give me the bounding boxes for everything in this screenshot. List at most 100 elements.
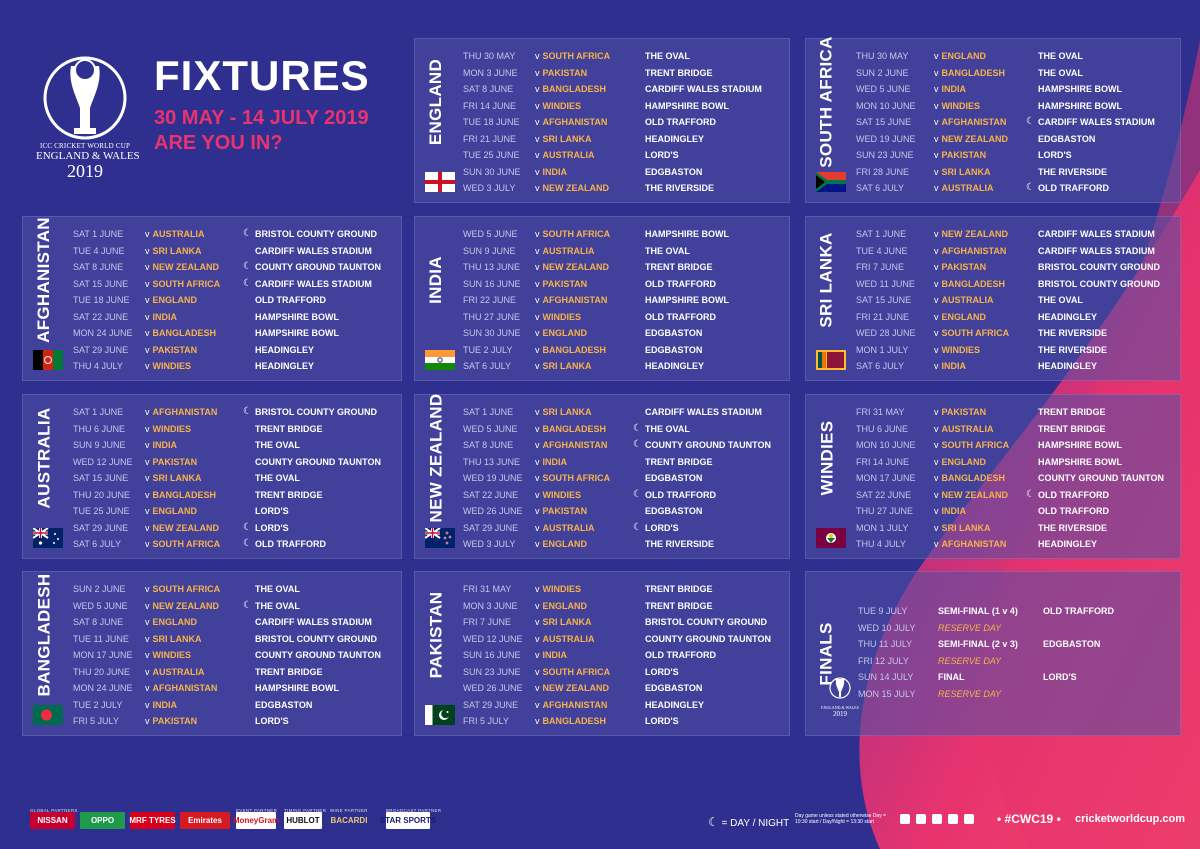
- fixture-date: MON 1 JULY: [856, 522, 909, 533]
- fixture-opponent: v SRI LANKA: [145, 245, 202, 256]
- fixture-venue: OLD TRAFFORD: [1038, 489, 1109, 500]
- fixture-row: SAT 22 JUNE v WINDIES ☾ OLD TRAFFORD: [415, 489, 789, 507]
- opponent-name: ENGLAND: [941, 456, 987, 467]
- fixture-date: TUE 25 JUNE: [73, 506, 130, 516]
- fixture-row: SUN 9 JUNE v INDIA THE OVAL: [23, 440, 401, 457]
- partner-logo: STAR SPORTS: [380, 812, 436, 829]
- opponent-name: SOUTH AFRICA: [152, 278, 221, 289]
- partner-logo: HUBLOT: [284, 812, 322, 829]
- fixture-date: THU 6 JUNE: [73, 423, 126, 434]
- fixture-row: TUE 25 JUNE v ENGLAND LORD'S: [23, 506, 401, 523]
- fixture-venue: CARDIFF WALES STADIUM: [255, 245, 372, 256]
- instagram-icon[interactable]: [948, 814, 958, 824]
- opponent-name: SOUTH AFRICA: [941, 328, 1010, 338]
- fixture-opponent: v PAKISTAN: [934, 262, 987, 272]
- fixture-venue: OLD TRAFFORD: [645, 117, 716, 127]
- fixture-date: SUN 9 JUNE: [73, 440, 126, 450]
- fixture-row: MON 3 JUNE v ENGLAND TRENT BRIDGE: [415, 601, 789, 618]
- opponent-name: AFGHANISTAN: [152, 683, 218, 693]
- moon-icon: ☾: [633, 422, 642, 434]
- fixture-date: SAT 6 JULY: [463, 361, 512, 371]
- fixture-opponent: v AUSTRALIA: [934, 423, 994, 434]
- fixture-venue: THE OVAL: [255, 584, 300, 594]
- fixture-venue: CARDIFF WALES STADIUM: [645, 84, 762, 94]
- opponent-name: BANGLADESH: [542, 84, 607, 94]
- finals-row: WED 10 JULY RESERVE DAY: [806, 623, 1180, 640]
- fixture-venue: COUNTY GROUND TAUNTON: [645, 633, 771, 644]
- fixture-date: MON 3 JUNE: [463, 67, 518, 78]
- fixture-opponent: v ENGLAND: [934, 311, 986, 322]
- youtube-icon[interactable]: [932, 814, 942, 824]
- opponent-name: SOUTH AFRICA: [152, 584, 221, 594]
- twitter-icon[interactable]: [916, 814, 926, 824]
- south-africa-flag-icon: [816, 172, 846, 192]
- fixture-row: TUE 18 JUNE v AFGHANISTAN OLD TRAFFORD: [415, 117, 789, 134]
- fixture-date: SUN 30 JUNE: [463, 166, 521, 177]
- fixture-date: FRI 28 JUNE: [856, 166, 910, 177]
- fixture-opponent: v PAKISTAN: [934, 407, 987, 417]
- fixture-date: TUE 4 JUNE: [73, 245, 125, 256]
- opponent-name: ENGLAND: [542, 539, 588, 549]
- fixture-venue: THE RIVERSIDE: [1038, 328, 1108, 338]
- fixture-row: SUN 30 JUNE v ENGLAND EDGBASTON: [415, 328, 789, 345]
- opponent-name: AUSTRALIA: [941, 423, 994, 434]
- fixture-opponent: v WINDIES: [535, 489, 582, 500]
- opponent-name: INDIA: [941, 506, 967, 516]
- fixture-venue: CARDIFF WALES STADIUM: [255, 617, 372, 627]
- fixture-date: SAT 1 JUNE: [463, 407, 514, 417]
- fixture-opponent: v PAKISTAN: [535, 278, 588, 289]
- finals-logo: ENGLAND & WALES 2019: [818, 676, 862, 718]
- fixture-date: SAT 15 JUNE: [856, 295, 912, 305]
- fixture-date: SUN 16 JUNE: [463, 278, 521, 289]
- finals-match: SEMI-FINAL (1 v 4): [938, 606, 1018, 616]
- fixture-row: SAT 1 JUNE v AFGHANISTAN ☾ BRISTOL COUNTY GR…: [23, 407, 401, 424]
- fixture-opponent: v SRI LANKA: [145, 473, 202, 483]
- opponent-name: WINDIES: [542, 311, 582, 322]
- opponent-name: AFGHANISTAN: [152, 407, 218, 417]
- fixture-row: THU 6 JUNE v AUSTRALIA TRENT BRIDGE: [806, 424, 1180, 441]
- fixture-venue: THE OVAL: [255, 440, 300, 450]
- fixture-venue: LORD'S: [645, 150, 679, 160]
- fixture-row: SUN 2 JUNE v SOUTH AFRICA THE OVAL: [23, 584, 401, 601]
- fixture-venue: THE OVAL: [1038, 67, 1083, 78]
- fixture-date: FRI 22 JUNE: [463, 295, 517, 305]
- fixture-row: SAT 8 JUNE v BANGLADESH CARDIFF WALES STADI…: [415, 84, 789, 101]
- opponent-name: WINDIES: [542, 489, 582, 500]
- fixture-venue: EDGBASTON: [645, 344, 703, 355]
- fixture-row: SUN 2 JUNE v BANGLADESH THE OVAL: [806, 68, 1180, 85]
- finals-date: SUN 14 JULY: [858, 672, 914, 682]
- facebook-icon[interactable]: [900, 814, 910, 824]
- fixture-opponent: v SOUTH AFRICA: [934, 328, 1010, 338]
- opponent-name: AFGHANISTAN: [941, 245, 1007, 256]
- fixture-date: FRI 5 JULY: [463, 716, 509, 726]
- fixture-row: TUE 25 JUNE v AUSTRALIA LORD'S: [415, 150, 789, 167]
- daynight-note: Day game unless stated otherwise Day = 1…: [795, 813, 887, 825]
- opponent-name: AFGHANISTAN: [941, 117, 1007, 127]
- fixture-venue: OLD TRAFFORD: [255, 295, 326, 305]
- snapchat-icon[interactable]: [964, 814, 974, 824]
- finals-card: FINALS ENGLAND & WALES 2019 TUE 9 JULY SEMI-…: [805, 571, 1181, 736]
- fixture-opponent: v ENGLAND: [535, 600, 587, 611]
- fixture-opponent: v AUSTRALIA: [934, 183, 994, 193]
- opponent-name: WINDIES: [152, 423, 192, 434]
- fixture-opponent: v SOUTH AFRICA: [535, 229, 611, 239]
- finals-row: MON 15 JULY RESERVE DAY: [806, 689, 1180, 706]
- fixture-opponent: v SOUTH AFRICA: [535, 51, 611, 61]
- global-partners-label: GLOBAL PARTNERS: [30, 808, 78, 813]
- fixture-row: MON 24 JUNE v BANGLADESH HAMPSHIRE BOWL: [23, 328, 401, 345]
- fixture-venue: TRENT BRIDGE: [1038, 423, 1106, 434]
- fixture-date: SAT 29 JUNE: [463, 699, 519, 710]
- website-link[interactable]: cricketworldcup.com: [1075, 813, 1186, 825]
- fixture-date: FRI 21 JUNE: [856, 311, 910, 322]
- fixture-opponent: v ENGLAND: [145, 617, 197, 627]
- fixture-date: SUN 23 JUNE: [856, 150, 914, 160]
- fixture-opponent: v BANGLADESH: [934, 67, 1006, 78]
- fixture-date: WED 26 JUNE: [463, 683, 523, 693]
- fixture-venue: OLD TRAFFORD: [645, 278, 716, 289]
- fixture-date: WED 11 JUNE: [856, 278, 915, 289]
- fixture-row: SAT 29 JUNE v AFGHANISTAN HEADINGLEY: [415, 700, 789, 717]
- event-partner-label: EVENT PARTNER: [236, 808, 278, 813]
- fixture-date: THU 27 JUNE: [463, 311, 521, 322]
- fixture-row: WED 5 JUNE v NEW ZEALAND ☾ THE OVAL: [23, 600, 401, 618]
- fixture-date: SAT 6 JULY: [73, 539, 122, 549]
